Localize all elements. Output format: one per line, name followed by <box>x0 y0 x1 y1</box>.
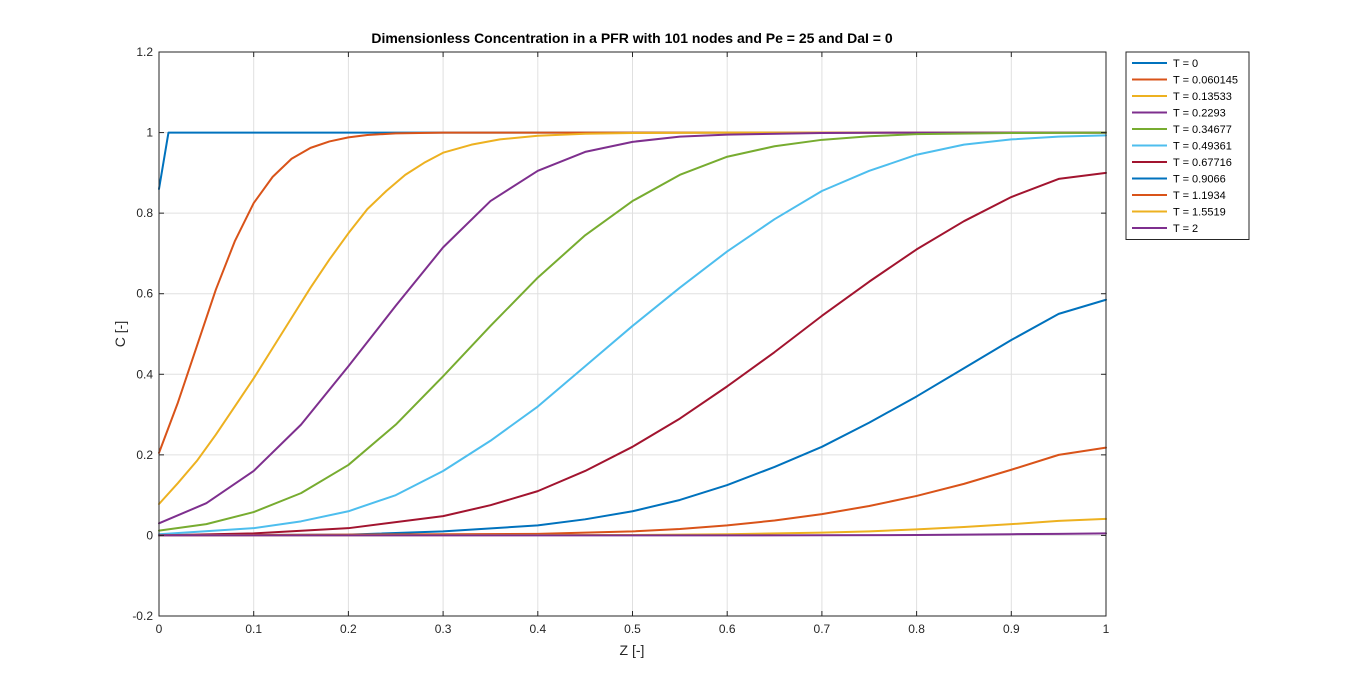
series-line-10 <box>158 532 1107 537</box>
series-line-2 <box>158 131 1107 506</box>
x-tick-label: 1 <box>1103 622 1110 636</box>
legend-label: T = 1.1934 <box>1173 190 1226 202</box>
y-tick-label: 1 <box>146 126 153 140</box>
x-tick-label: 0.9 <box>1003 622 1020 636</box>
legend-label: T = 2 <box>1173 223 1198 235</box>
legend-label: T = 0.060145 <box>1173 75 1238 87</box>
legend: T = 0 T = 0.060145 T = 0.13533 T = 0.2293 T … <box>1125 51 1250 240</box>
legend-label: T = 1.5519 <box>1173 207 1226 219</box>
legend-label: T = 0.34677 <box>1173 124 1232 136</box>
series-line-5 <box>158 134 1107 536</box>
series-line-6 <box>158 171 1107 537</box>
y-tick-label: 0.6 <box>136 287 153 301</box>
legend-label: T = 0.49361 <box>1173 141 1232 153</box>
y-tick-label: -0.2 <box>132 609 153 623</box>
y-tick-label: 0.4 <box>136 367 153 381</box>
y-tick-label: 0.8 <box>136 206 153 220</box>
x-tick-label: 0 <box>156 622 163 636</box>
chart-title: Dimensionless Concentration in a PFR wit… <box>371 30 892 46</box>
y-tick-label: 1.2 <box>136 45 153 59</box>
series-line-3 <box>158 131 1107 525</box>
x-tick-label: 0.5 <box>624 622 641 636</box>
x-tick-label: 0.6 <box>719 622 736 636</box>
y-axis-ticks: -0.2 0 0.2 0.4 0.6 0.8 1 1.2 <box>132 45 1106 623</box>
series-line-1 <box>158 131 1107 454</box>
series-line-7 <box>158 298 1107 537</box>
legend-label: T = 0.9066 <box>1173 174 1226 186</box>
legend-label: T = 0.13533 <box>1173 91 1232 103</box>
legend-label: T = 0.2293 <box>1173 108 1226 120</box>
series-lines <box>158 131 1107 537</box>
x-axis-ticks: 0 0.1 0.2 0.3 0.4 0.5 0.6 0.7 0.8 0.9 1 <box>156 52 1110 636</box>
x-tick-label: 0.8 <box>908 622 925 636</box>
legend-label: T = 0.67716 <box>1173 157 1232 169</box>
x-tick-label: 0.3 <box>435 622 452 636</box>
x-tick-label: 0.7 <box>814 622 831 636</box>
x-tick-label: 0.4 <box>529 622 546 636</box>
y-tick-label: 0.2 <box>136 448 153 462</box>
y-axis-label: C [-] <box>112 321 128 347</box>
x-tick-label: 0.1 <box>245 622 262 636</box>
x-tick-label: 0.2 <box>340 622 357 636</box>
series-line-8 <box>158 446 1107 537</box>
x-axis-label: Z [-] <box>620 642 645 658</box>
y-tick-label: 0 <box>146 528 153 542</box>
legend-label: T = 0 <box>1173 58 1198 70</box>
series-line-4 <box>158 131 1107 532</box>
